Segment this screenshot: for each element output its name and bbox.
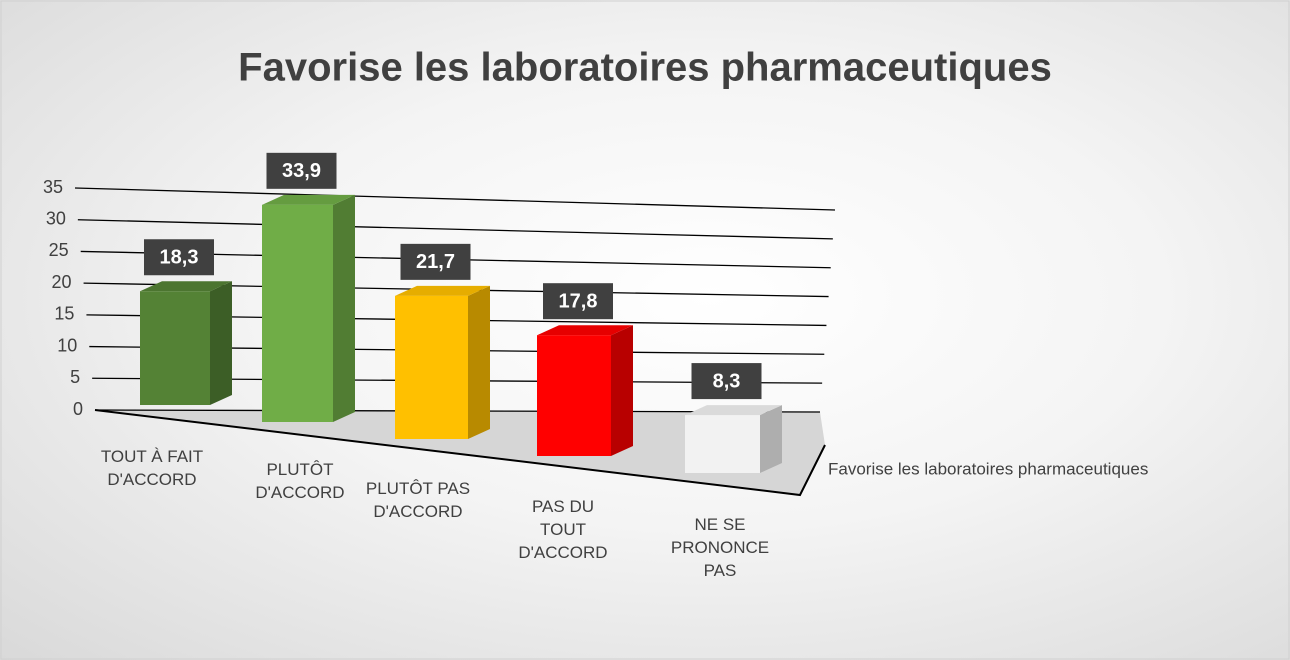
value-label: 17,8 <box>559 290 598 312</box>
value-label: 21,7 <box>416 251 455 273</box>
value-label-box <box>400 243 471 280</box>
x-tick-label: PLUTÔT PAS D'ACCORD <box>365 479 471 521</box>
value-label: 33,9 <box>282 160 321 182</box>
y-tick-label: 35 <box>43 177 63 197</box>
x-tick-label: PAS DU TOUT D'ACCORD <box>518 497 608 562</box>
bar-top <box>537 325 633 336</box>
value-label-box <box>691 363 762 400</box>
value-label-box <box>144 239 214 276</box>
y-tick-label: 25 <box>49 240 69 260</box>
value-label: 18,3 <box>160 247 199 269</box>
bar <box>262 204 333 422</box>
y-tick-label: 15 <box>54 304 74 324</box>
y-tick-label: 30 <box>46 208 66 228</box>
y-tick-label: 20 <box>52 272 72 292</box>
chart-title: Favorise les laboratoires pharmaceutique… <box>238 46 1052 90</box>
bar <box>685 415 760 473</box>
value-label-box <box>266 152 337 189</box>
bar-top <box>262 194 355 205</box>
x-tick-label: NE SE PRONONCE PAS <box>670 515 770 580</box>
bar-top <box>140 281 232 292</box>
value-label-box <box>543 283 613 320</box>
x-tick-label: PLUTÔT D'ACCORD <box>255 460 345 502</box>
bar-side <box>611 325 633 456</box>
grid-line <box>77 219 833 240</box>
y-tick-label: 5 <box>70 367 80 387</box>
bar-top <box>685 405 782 416</box>
bar-side <box>333 194 355 422</box>
x-tick-label: TOUT À FAIT D'ACCORD <box>100 447 204 489</box>
bar <box>537 335 611 456</box>
depth-axis-label: Favorise les laboratoires pharmaceutique… <box>828 459 1148 478</box>
y-tick-label: 0 <box>73 399 83 419</box>
grid-line <box>74 187 836 211</box>
bar-top <box>395 285 490 296</box>
bar <box>140 291 210 405</box>
value-label: 8,3 <box>713 370 741 392</box>
y-tick-label: 10 <box>57 335 77 355</box>
bar-side <box>760 405 782 473</box>
floor-edge <box>94 409 826 497</box>
bar <box>395 295 468 439</box>
bar-side <box>210 281 232 405</box>
bar-side <box>468 285 490 439</box>
